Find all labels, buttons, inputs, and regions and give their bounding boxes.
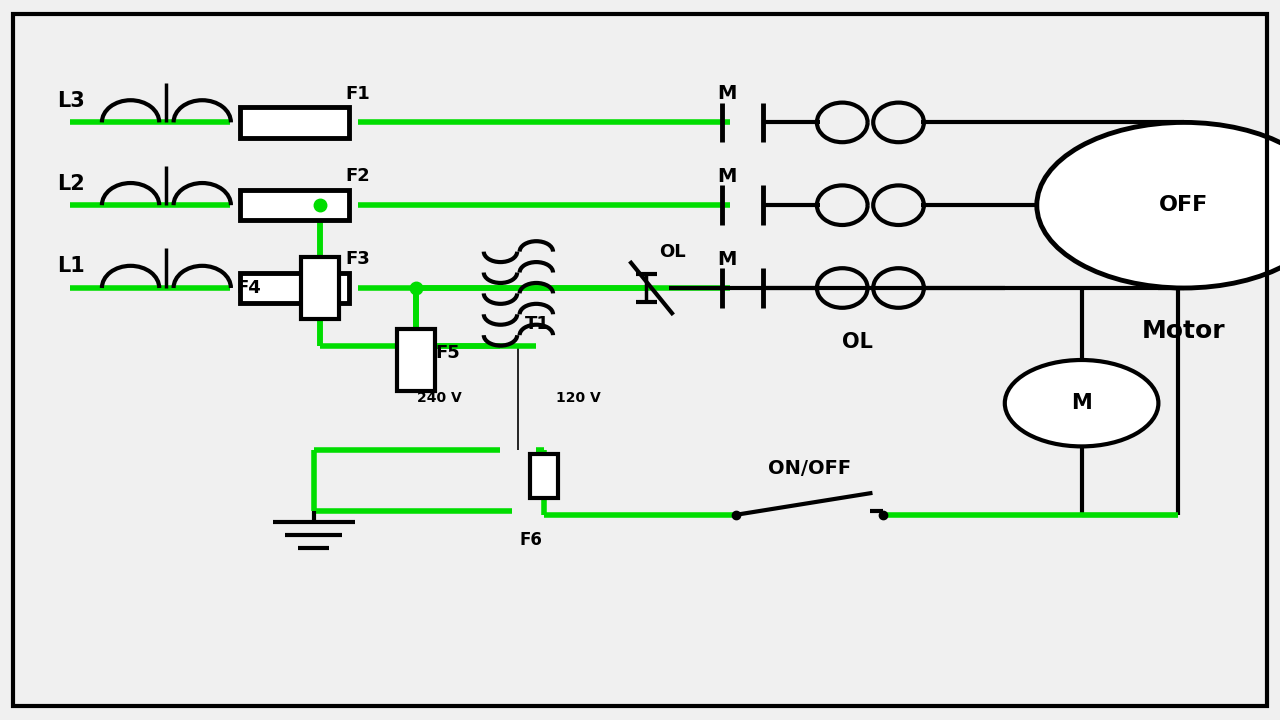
Bar [241,107,348,138]
Bar [241,190,348,220]
Circle shape [1037,122,1280,288]
Text: OFF: OFF [1160,195,1208,215]
Text: L3: L3 [58,91,86,111]
Text: M: M [717,84,736,103]
Bar [301,258,339,319]
Text: F3: F3 [346,251,370,269]
Bar [397,330,435,390]
Text: F4: F4 [237,279,261,297]
Text: M: M [717,167,736,186]
Text: ON/OFF: ON/OFF [768,459,851,477]
Text: L2: L2 [58,174,86,194]
Text: F6: F6 [520,531,543,549]
Circle shape [1005,360,1158,446]
Text: OL: OL [659,243,686,261]
Text: 240 V: 240 V [417,391,462,405]
Text: F2: F2 [346,168,370,186]
Text: T1: T1 [525,315,549,333]
Text: F5: F5 [435,344,460,362]
Bar [530,454,558,498]
Text: L1: L1 [58,256,86,276]
Text: OL: OL [842,332,873,352]
Text: 120 V: 120 V [556,391,600,405]
Text: F1: F1 [346,85,370,103]
Bar [241,273,348,303]
Text: Motor: Motor [1142,319,1226,343]
Text: M: M [717,250,736,269]
Text: M: M [1071,393,1092,413]
